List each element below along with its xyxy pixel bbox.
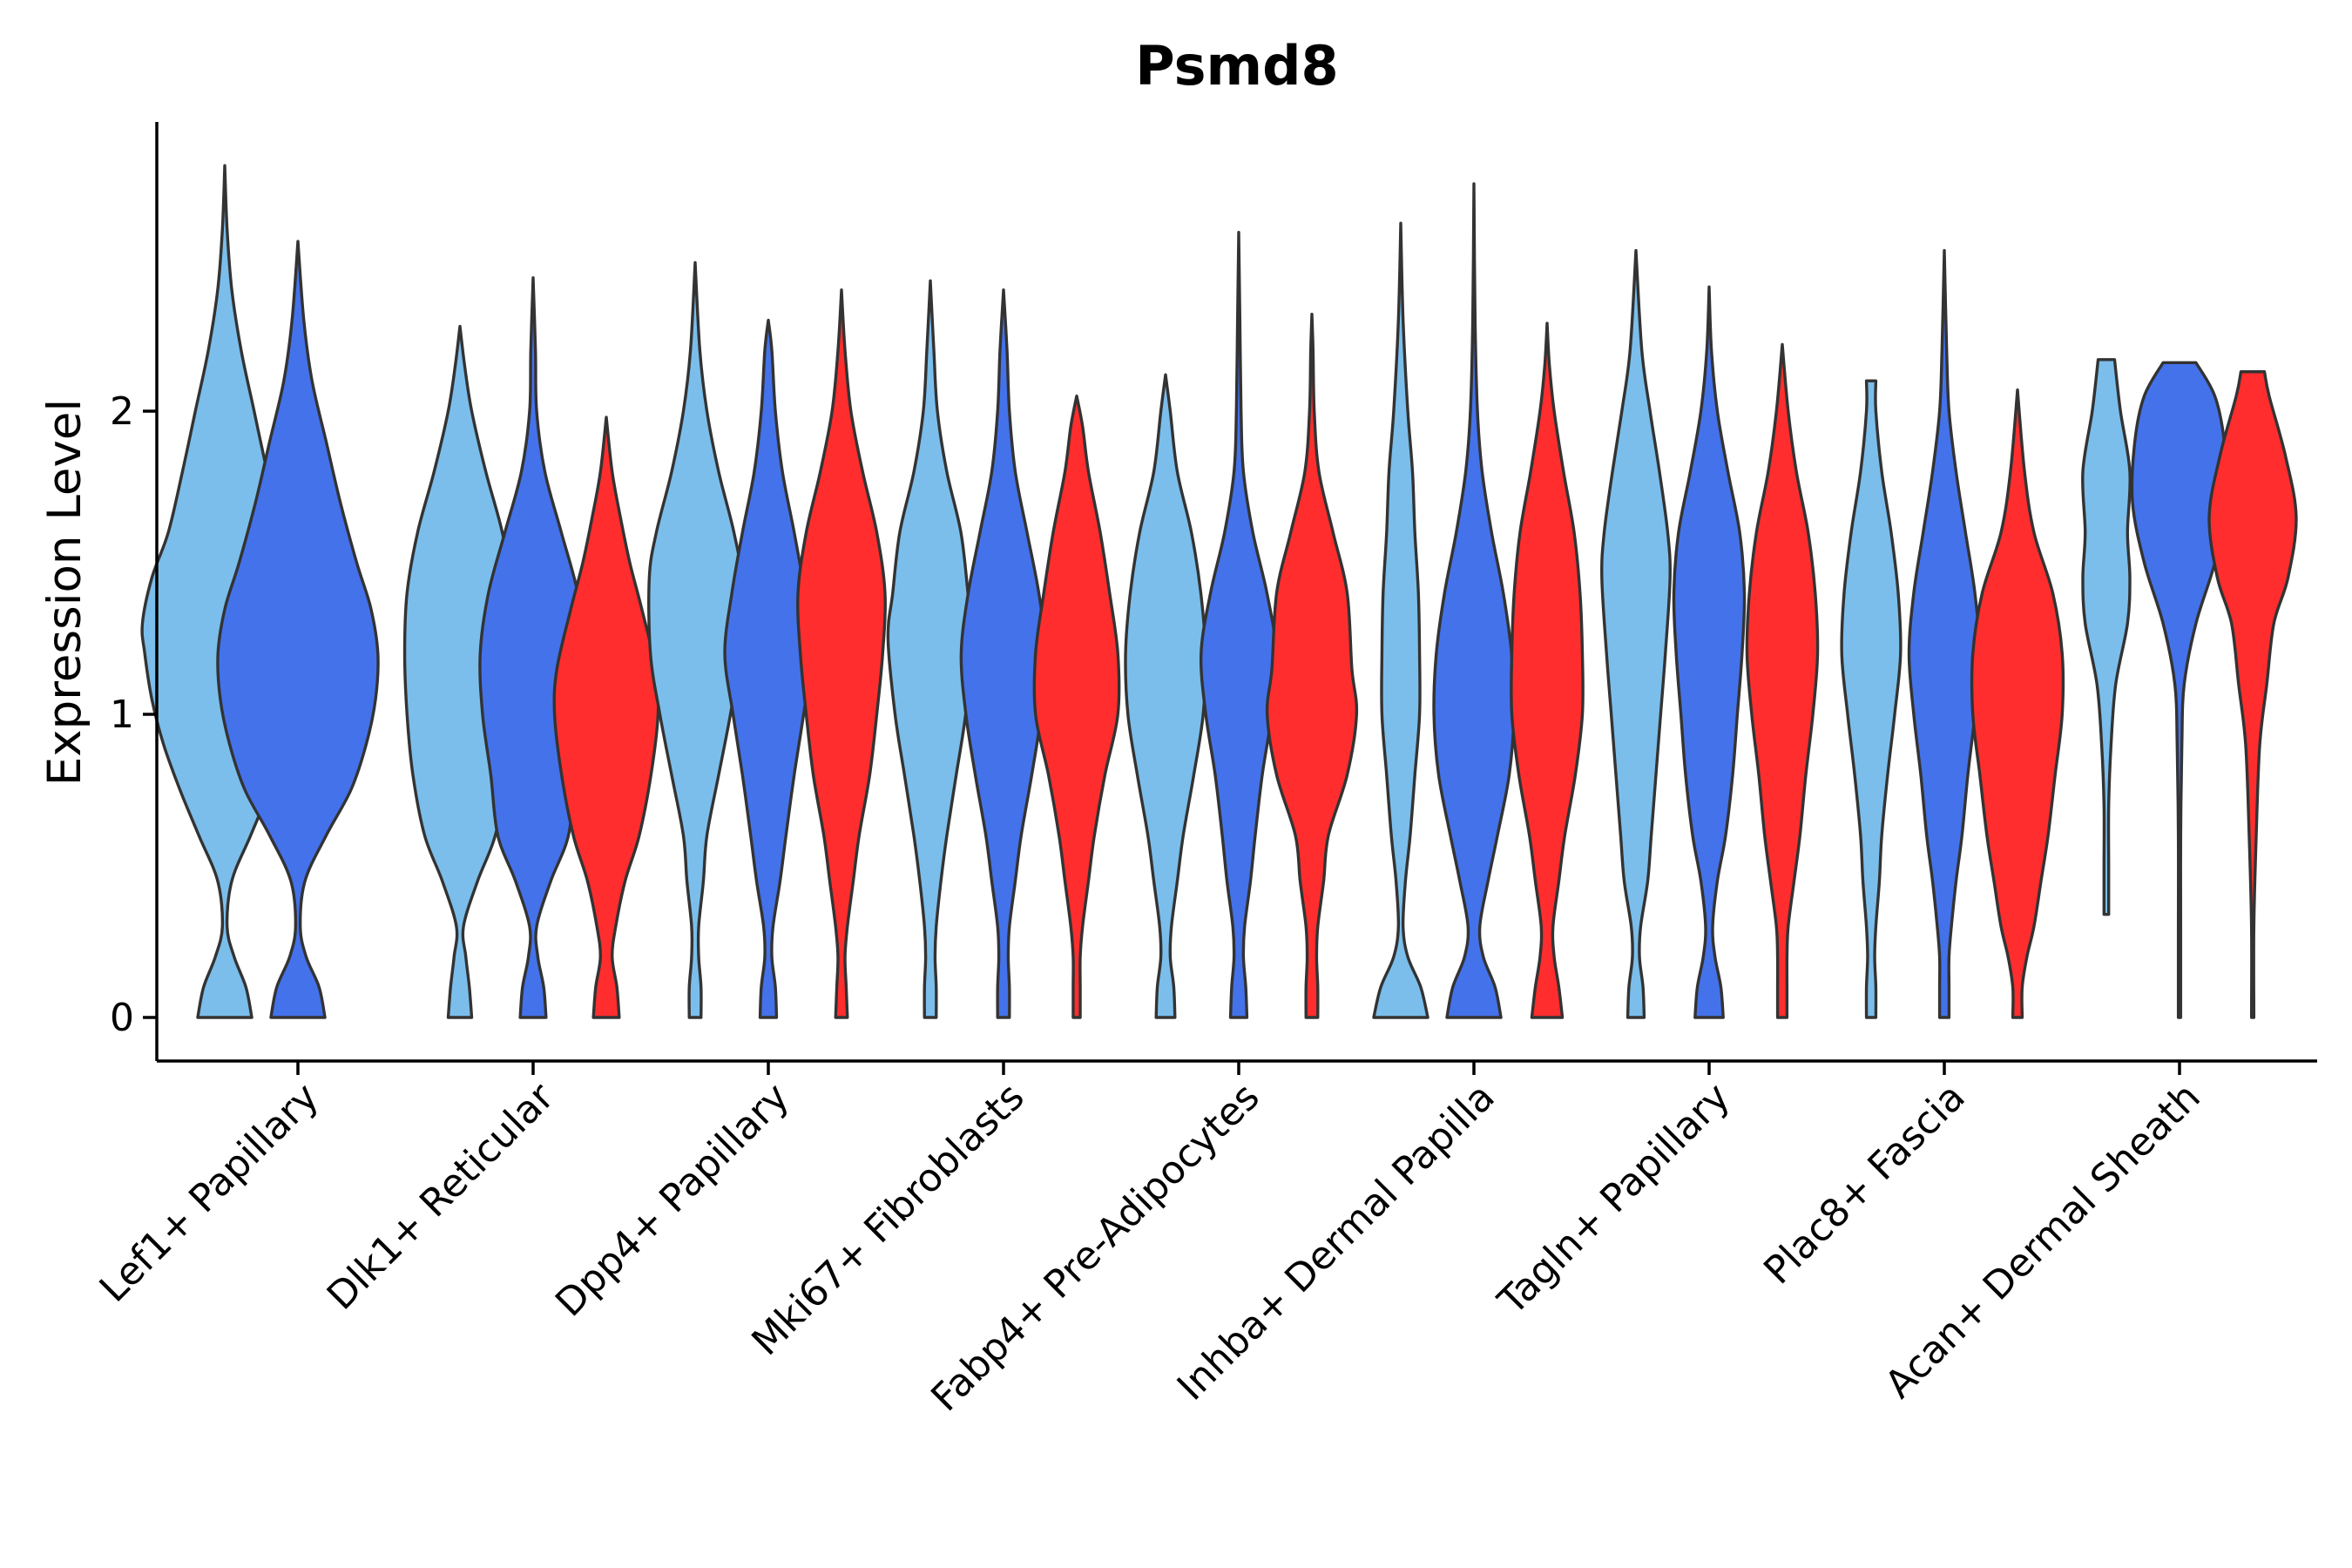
violin-dlk1-reticular-group-2 — [478, 276, 588, 1019]
x-tick-label-dpp4-papillary: Dpp4+ Papillary — [547, 1075, 798, 1326]
y-tick-label-1: 1 — [110, 693, 134, 737]
violin-fabp4-pre-adipocytes-group-2 — [1199, 230, 1279, 1019]
x-tick-label-lef1-papillary: Lef1+ Papillary — [91, 1075, 328, 1311]
violin-fabp4-pre-adipocytes-group-1 — [1124, 373, 1207, 1019]
violin-tagln-papillary-group-3 — [1745, 342, 1820, 1019]
violin-inhba-dermal-papilla-group-1 — [1372, 221, 1429, 1019]
violin-inhba-dermal-papilla-group-3 — [1510, 321, 1585, 1019]
violin-mki67-fibroblasts-group-3 — [1032, 394, 1121, 1019]
x-tick-label-dlk1-reticular: Dlk1+ Reticular — [319, 1074, 564, 1319]
y-tick-label-0: 0 — [110, 996, 134, 1040]
violins-layer — [140, 164, 2298, 1019]
violin-plac8-fascia-group-1 — [1840, 379, 1903, 1019]
violin-tagln-papillary-group-2 — [1672, 285, 1747, 1019]
violin-inhba-dermal-papilla-group-2 — [1432, 182, 1516, 1019]
violin-dlk1-reticular-group-1 — [402, 324, 517, 1019]
violin-acan-dermal-sheath-group-1 — [2081, 358, 2132, 916]
violin-fabp4-pre-adipocytes-group-3 — [1265, 312, 1359, 1019]
y-axis-label: Expression Level — [38, 399, 91, 786]
x-tick-label-plac8-fascia: Plac8+ Fascia — [1755, 1075, 1974, 1294]
violin-acan-dermal-sheath-group-3 — [2207, 370, 2298, 1019]
violin-tagln-papillary-group-1 — [1600, 248, 1672, 1019]
violin-dpp4-papillary-group-1 — [647, 260, 743, 1019]
violin-dlk1-reticular-group-3 — [552, 416, 660, 1019]
violin-acan-dermal-sheath-group-2 — [2130, 361, 2229, 1019]
violin-mki67-fibroblasts-group-2 — [959, 288, 1048, 1019]
violin-dpp4-papillary-group-3 — [796, 288, 887, 1019]
violin-lef1-papillary-group-2 — [216, 240, 380, 1019]
violin-plac8-fascia-group-3 — [1970, 388, 2065, 1019]
violin-plac8-fascia-group-2 — [1907, 248, 1982, 1019]
violin-mki67-fibroblasts-group-1 — [886, 279, 975, 1019]
x-tick-label-tagln-papillary: Tagln+ Papillary — [1490, 1075, 1739, 1324]
violin-dpp4-papillary-group-2 — [723, 318, 814, 1019]
chart-title: Psmd8 — [1135, 34, 1338, 98]
y-tick-label-2: 2 — [110, 389, 134, 434]
